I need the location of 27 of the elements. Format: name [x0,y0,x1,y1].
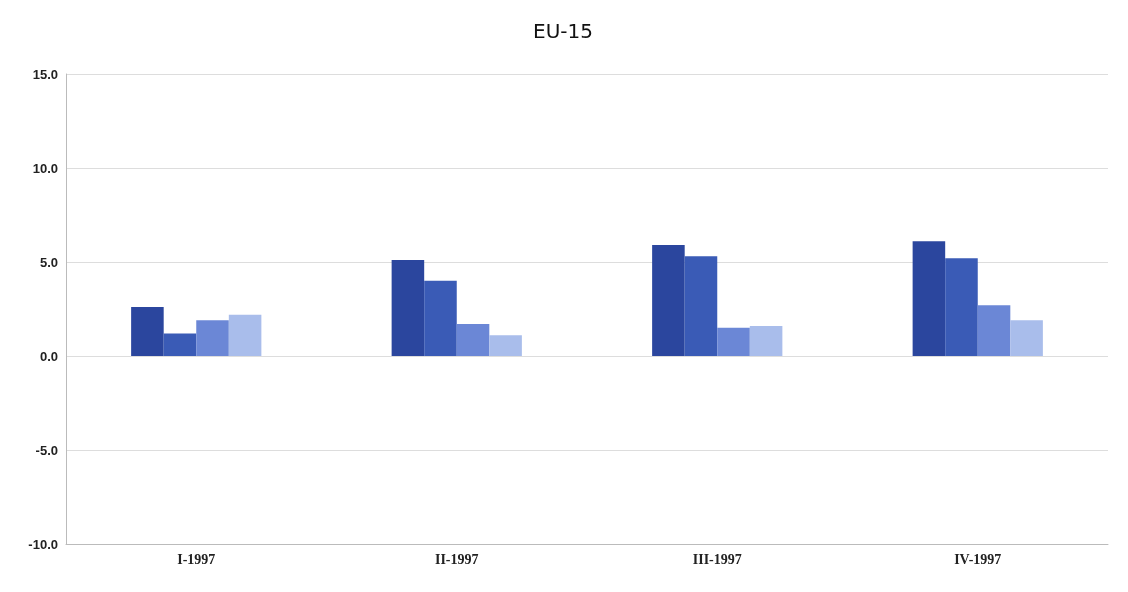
bar [424,280,457,356]
y-tick-label: -10.0 [28,536,58,552]
x-tick-label: II-1997 [434,551,479,567]
bar [228,314,262,356]
bar [652,245,685,356]
chart-title: EU-15 [533,19,593,43]
bar [945,258,978,356]
bar [163,333,197,356]
x-tick-label: III-1997 [692,551,742,567]
bar [131,307,164,356]
y-tick-label: 10.0 [32,160,58,176]
bar [489,335,522,356]
bar [456,324,490,356]
bar [977,305,1011,356]
bar [717,327,750,356]
x-tick-label: IV-1997 [954,551,1002,567]
bar [196,320,229,356]
y-tick-label: 0.0 [39,348,58,364]
bar [749,325,783,356]
x-tick-label: I-1997 [177,551,216,567]
bar [912,241,946,356]
bar [391,260,425,356]
bar [684,256,718,356]
bar [1010,320,1043,356]
y-tick-label: -5.0 [35,442,58,458]
y-tick-label: 15.0 [32,66,58,82]
y-tick-label: 5.0 [39,254,58,270]
